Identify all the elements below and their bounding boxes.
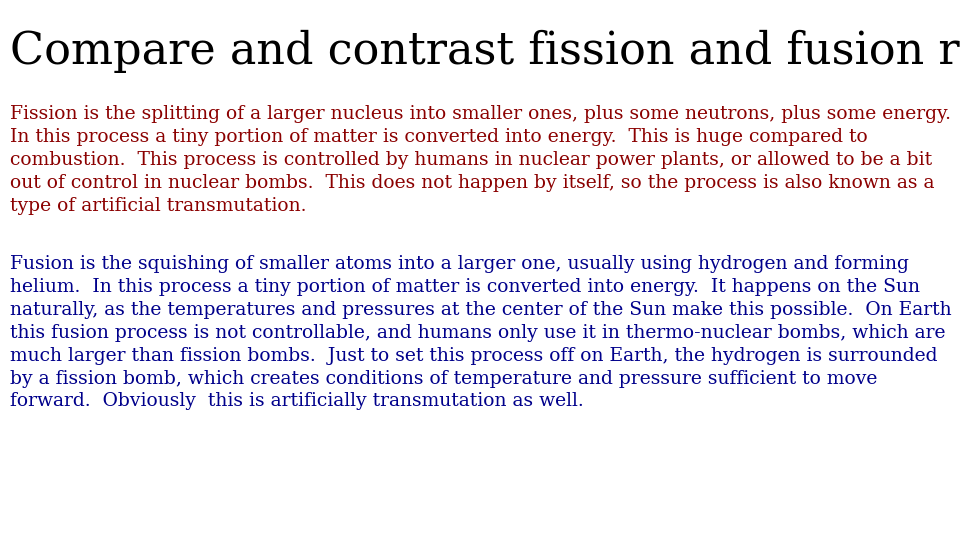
- Text: Fission is the splitting of a larger nucleus into smaller ones, plus some neutro: Fission is the splitting of a larger nuc…: [10, 105, 951, 214]
- Text: Compare and contrast fission and fusion reactions.: Compare and contrast fission and fusion …: [10, 30, 960, 73]
- Text: Fusion is the squishing of smaller atoms into a larger one, usually using hydrog: Fusion is the squishing of smaller atoms…: [10, 255, 951, 410]
